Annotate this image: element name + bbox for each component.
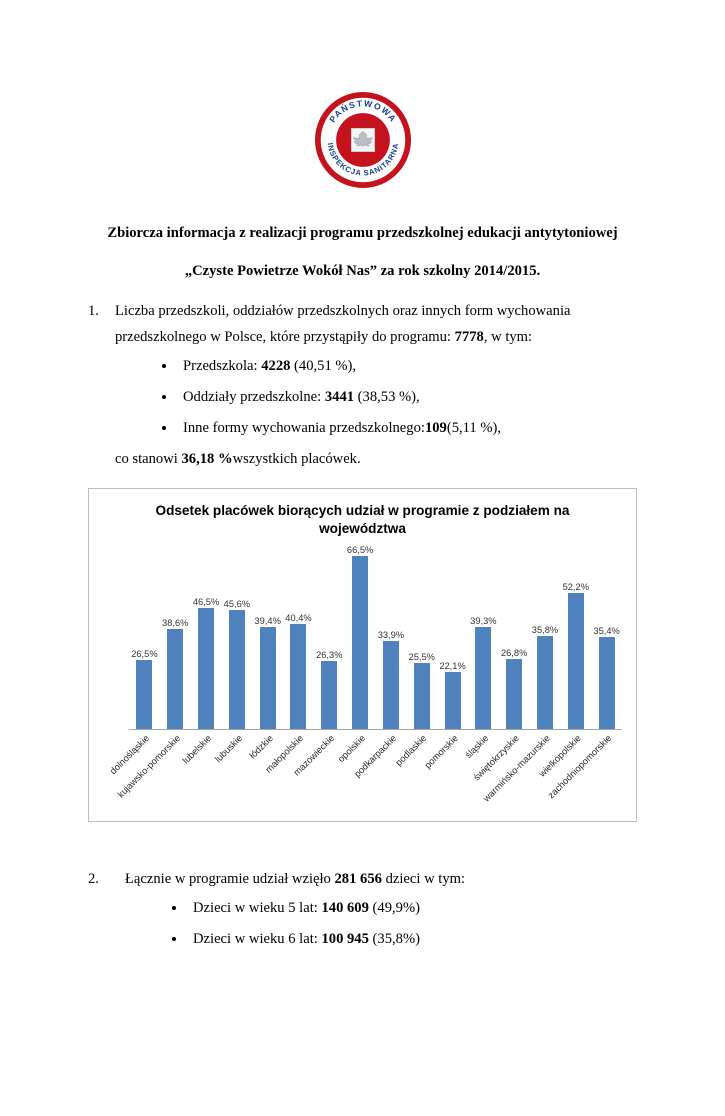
bar [136, 660, 153, 730]
bar-column: 45,6% [221, 599, 252, 730]
item-2-number: 2. [88, 871, 99, 887]
bar [475, 627, 492, 730]
bar-value-label: 35,8% [531, 625, 559, 636]
bar [321, 661, 338, 730]
bar-value-label: 52,2% [562, 582, 589, 593]
bar-column: 35,4% [591, 626, 622, 730]
bar [567, 593, 584, 730]
bullet-inne-formy: Inne formy wychowania przedszkolnego:109… [177, 415, 637, 441]
bar-value-label: 45,6% [223, 599, 251, 610]
bar [444, 672, 461, 730]
total-count: 7778 [454, 329, 484, 345]
bar-chart: Odsetek placówek biorących udział w prog… [88, 488, 637, 822]
bar-value-label: 39,3% [470, 616, 497, 627]
item-1-bullet-list: Przedszkola: 4228 (40,51 %), Oddziały pr… [115, 353, 637, 441]
x-axis-label-cell: lubelskie [180, 730, 222, 816]
report-title-line-2: „Czyste Powietrze Wokół Nas” za rok szko… [184, 263, 541, 279]
x-axis-label-cell: podkarpackie [352, 730, 407, 816]
eagle-icon [352, 131, 373, 147]
bar [382, 641, 399, 730]
children-total: 281 656 [334, 871, 382, 887]
bar-value-label: 26,5% [131, 649, 158, 660]
bar-column: 33,9% [376, 630, 407, 730]
bar-column: 40,4% [283, 613, 314, 730]
item-2: 2. Łącznie w programie udział wzięło 281… [88, 866, 637, 957]
bar [228, 610, 245, 730]
bar [259, 627, 276, 730]
bar-column: 26,8% [499, 648, 530, 730]
bar-value-label: 40,4% [285, 613, 312, 624]
bar-value-label: 26,3% [316, 650, 343, 661]
report-title: Zbiorcza informacja z realizacji program… [0, 214, 725, 290]
x-axis-label-cell: łódzkie [247, 730, 283, 816]
bar-column: 39,4% [252, 616, 283, 730]
x-axis-label-cell: kujawsko-pomorskie [116, 730, 191, 816]
bar-column: 35,8% [530, 625, 561, 730]
bar-value-label: 66,5% [346, 545, 374, 556]
bar-value-label: 26,8% [500, 648, 528, 659]
x-axis-label-cell: pomorskie [422, 730, 468, 816]
bar [352, 556, 369, 730]
item-2-intro: Łącznie w programie udział wzięło 281 65… [125, 871, 466, 887]
bar-column: 38,6% [160, 618, 191, 730]
bar-column: 66,5% [345, 545, 376, 730]
bar-value-label: 25,5% [408, 652, 435, 663]
item-1-number: 1. [88, 303, 99, 319]
bar [506, 659, 523, 730]
bar [536, 636, 553, 730]
total-percent: 36,18 % [181, 451, 233, 467]
bar-value-label: 38,6% [162, 618, 189, 629]
bar [198, 608, 215, 730]
chart-x-axis-labels: dolnośląskie kujawsko-pomorskie lubelskie l… [108, 730, 622, 816]
bar-column: 26,5% [129, 649, 160, 730]
bar-value-label: 33,9% [377, 630, 405, 641]
bar [413, 663, 430, 730]
report-title-line-1: Zbiorcza informacja z realizacji program… [107, 225, 618, 241]
item-1-intro: Liczba przedszkoli, oddziałów przedszkol… [115, 303, 571, 345]
chart-plot-area: 26,5% 38,6% 46,5% 45,6% 39,4% 40,4% 26,3% 66,5%… [129, 541, 622, 731]
bar-value-label: 46,5% [192, 597, 220, 608]
bar-value-label: 22,1% [439, 661, 466, 672]
bullet-children-6: Dzieci w wieku 6 lat: 100 945 (35,8%) [187, 926, 637, 952]
x-axis-label-cell: lubuskie [213, 730, 252, 816]
bar-column: 26,3% [314, 650, 345, 730]
x-axis-label: łódzkie [247, 733, 275, 761]
x-axis-label: śląskie [463, 733, 491, 761]
bar-column: 39,3% [468, 616, 499, 730]
item-2-bullet-list: Dzieci w wieku 5 lat: 140 609 (49,9%) Dz… [125, 895, 637, 952]
bar-column: 46,5% [191, 597, 222, 730]
item-1: 1. Liczba przedszkoli, oddziałów przedsz… [88, 298, 637, 472]
bar-column: 52,2% [560, 582, 591, 730]
chart-title: Odsetek placówek biorących udział w prog… [155, 503, 570, 536]
x-axis-label-cell: mazowieckie [292, 730, 345, 816]
bullet-oddzialy: Oddziały przedszkolne: 3441 (38,53 %), [177, 384, 637, 410]
x-axis-label-cell: podlaskie [394, 730, 437, 816]
document-page: PAŃSTWOWA INSPEKCJA SANITARNA Zbiorcza i… [0, 92, 725, 1116]
bar [167, 629, 184, 730]
bar-value-label: 39,4% [254, 616, 281, 627]
item-1-outro: co stanowi 36,18 %wszystkich placówek. [115, 451, 361, 467]
bar-value-label: 35,4% [593, 626, 620, 637]
bullet-przedszkola: Przedszkola: 4228 (40,51 %), [177, 353, 637, 379]
sanitary-inspection-logo: PAŃSTWOWA INSPEKCJA SANITARNA [314, 92, 411, 188]
x-axis-label-cell: zachodniopomorskie [546, 730, 622, 816]
bar [290, 624, 307, 730]
bullet-children-5: Dzieci w wieku 5 lat: 140 609 (49,9%) [187, 895, 637, 921]
bar-column: 25,5% [406, 652, 437, 730]
bar [598, 637, 615, 730]
bar-column: 22,1% [437, 661, 468, 730]
